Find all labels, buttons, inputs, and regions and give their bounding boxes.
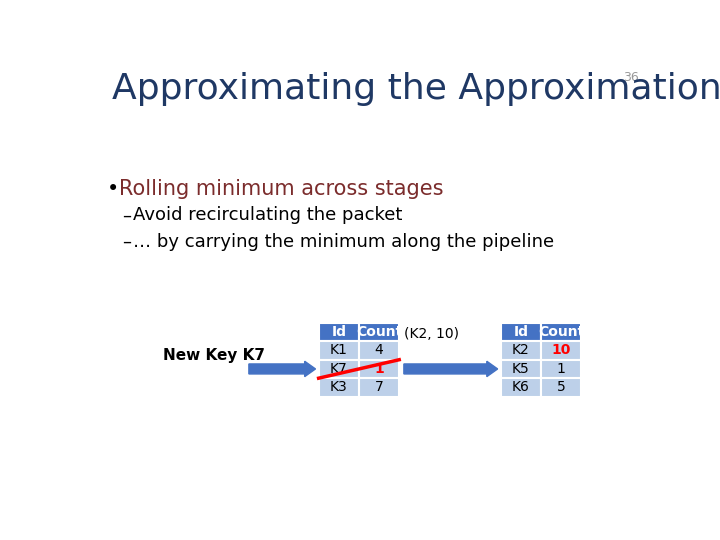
Text: –: – [122, 233, 132, 251]
Text: K2: K2 [512, 343, 530, 357]
Bar [359, 360, 399, 378]
Text: New Key K7: New Key K7 [163, 348, 265, 362]
Text: 1: 1 [374, 362, 384, 376]
Text: 36: 36 [623, 71, 639, 84]
Text: K1: K1 [330, 343, 348, 357]
Bar [541, 378, 581, 397]
Text: Avoid recirculating the packet: Avoid recirculating the packet [133, 206, 402, 225]
Bar [319, 360, 359, 378]
Text: K6: K6 [512, 380, 530, 394]
Bar [319, 378, 359, 397]
Bar [319, 341, 359, 360]
Text: K7: K7 [330, 362, 348, 376]
Text: … by carrying the minimum along the pipeline: … by carrying the minimum along the pipe… [133, 233, 554, 251]
Text: 10: 10 [552, 343, 571, 357]
FancyArrow shape [404, 361, 498, 377]
Text: Id: Id [331, 325, 346, 339]
Text: 5: 5 [557, 380, 566, 394]
Text: 4: 4 [374, 343, 384, 357]
Text: K3: K3 [330, 380, 348, 394]
Text: –: – [122, 206, 132, 225]
Bar [359, 323, 399, 341]
Bar [500, 323, 541, 341]
Bar [359, 378, 399, 397]
Bar [319, 323, 359, 341]
Bar [541, 360, 581, 378]
Bar [500, 360, 541, 378]
Text: K5: K5 [512, 362, 530, 376]
Text: (K2, 10): (K2, 10) [404, 327, 459, 341]
Text: Rolling minimum across stages: Rolling minimum across stages [120, 179, 444, 199]
Text: Approximating the Approximation: Approximating the Approximation [112, 72, 720, 106]
FancyArrow shape [249, 361, 315, 377]
Bar [500, 378, 541, 397]
Text: 7: 7 [374, 380, 384, 394]
Bar [500, 341, 541, 360]
Bar [541, 341, 581, 360]
Text: 1: 1 [557, 362, 566, 376]
Text: •: • [107, 179, 120, 199]
Bar [359, 341, 399, 360]
Text: Count: Count [538, 325, 585, 339]
Text: Count: Count [356, 325, 402, 339]
Bar [541, 323, 581, 341]
Text: Id: Id [513, 325, 528, 339]
